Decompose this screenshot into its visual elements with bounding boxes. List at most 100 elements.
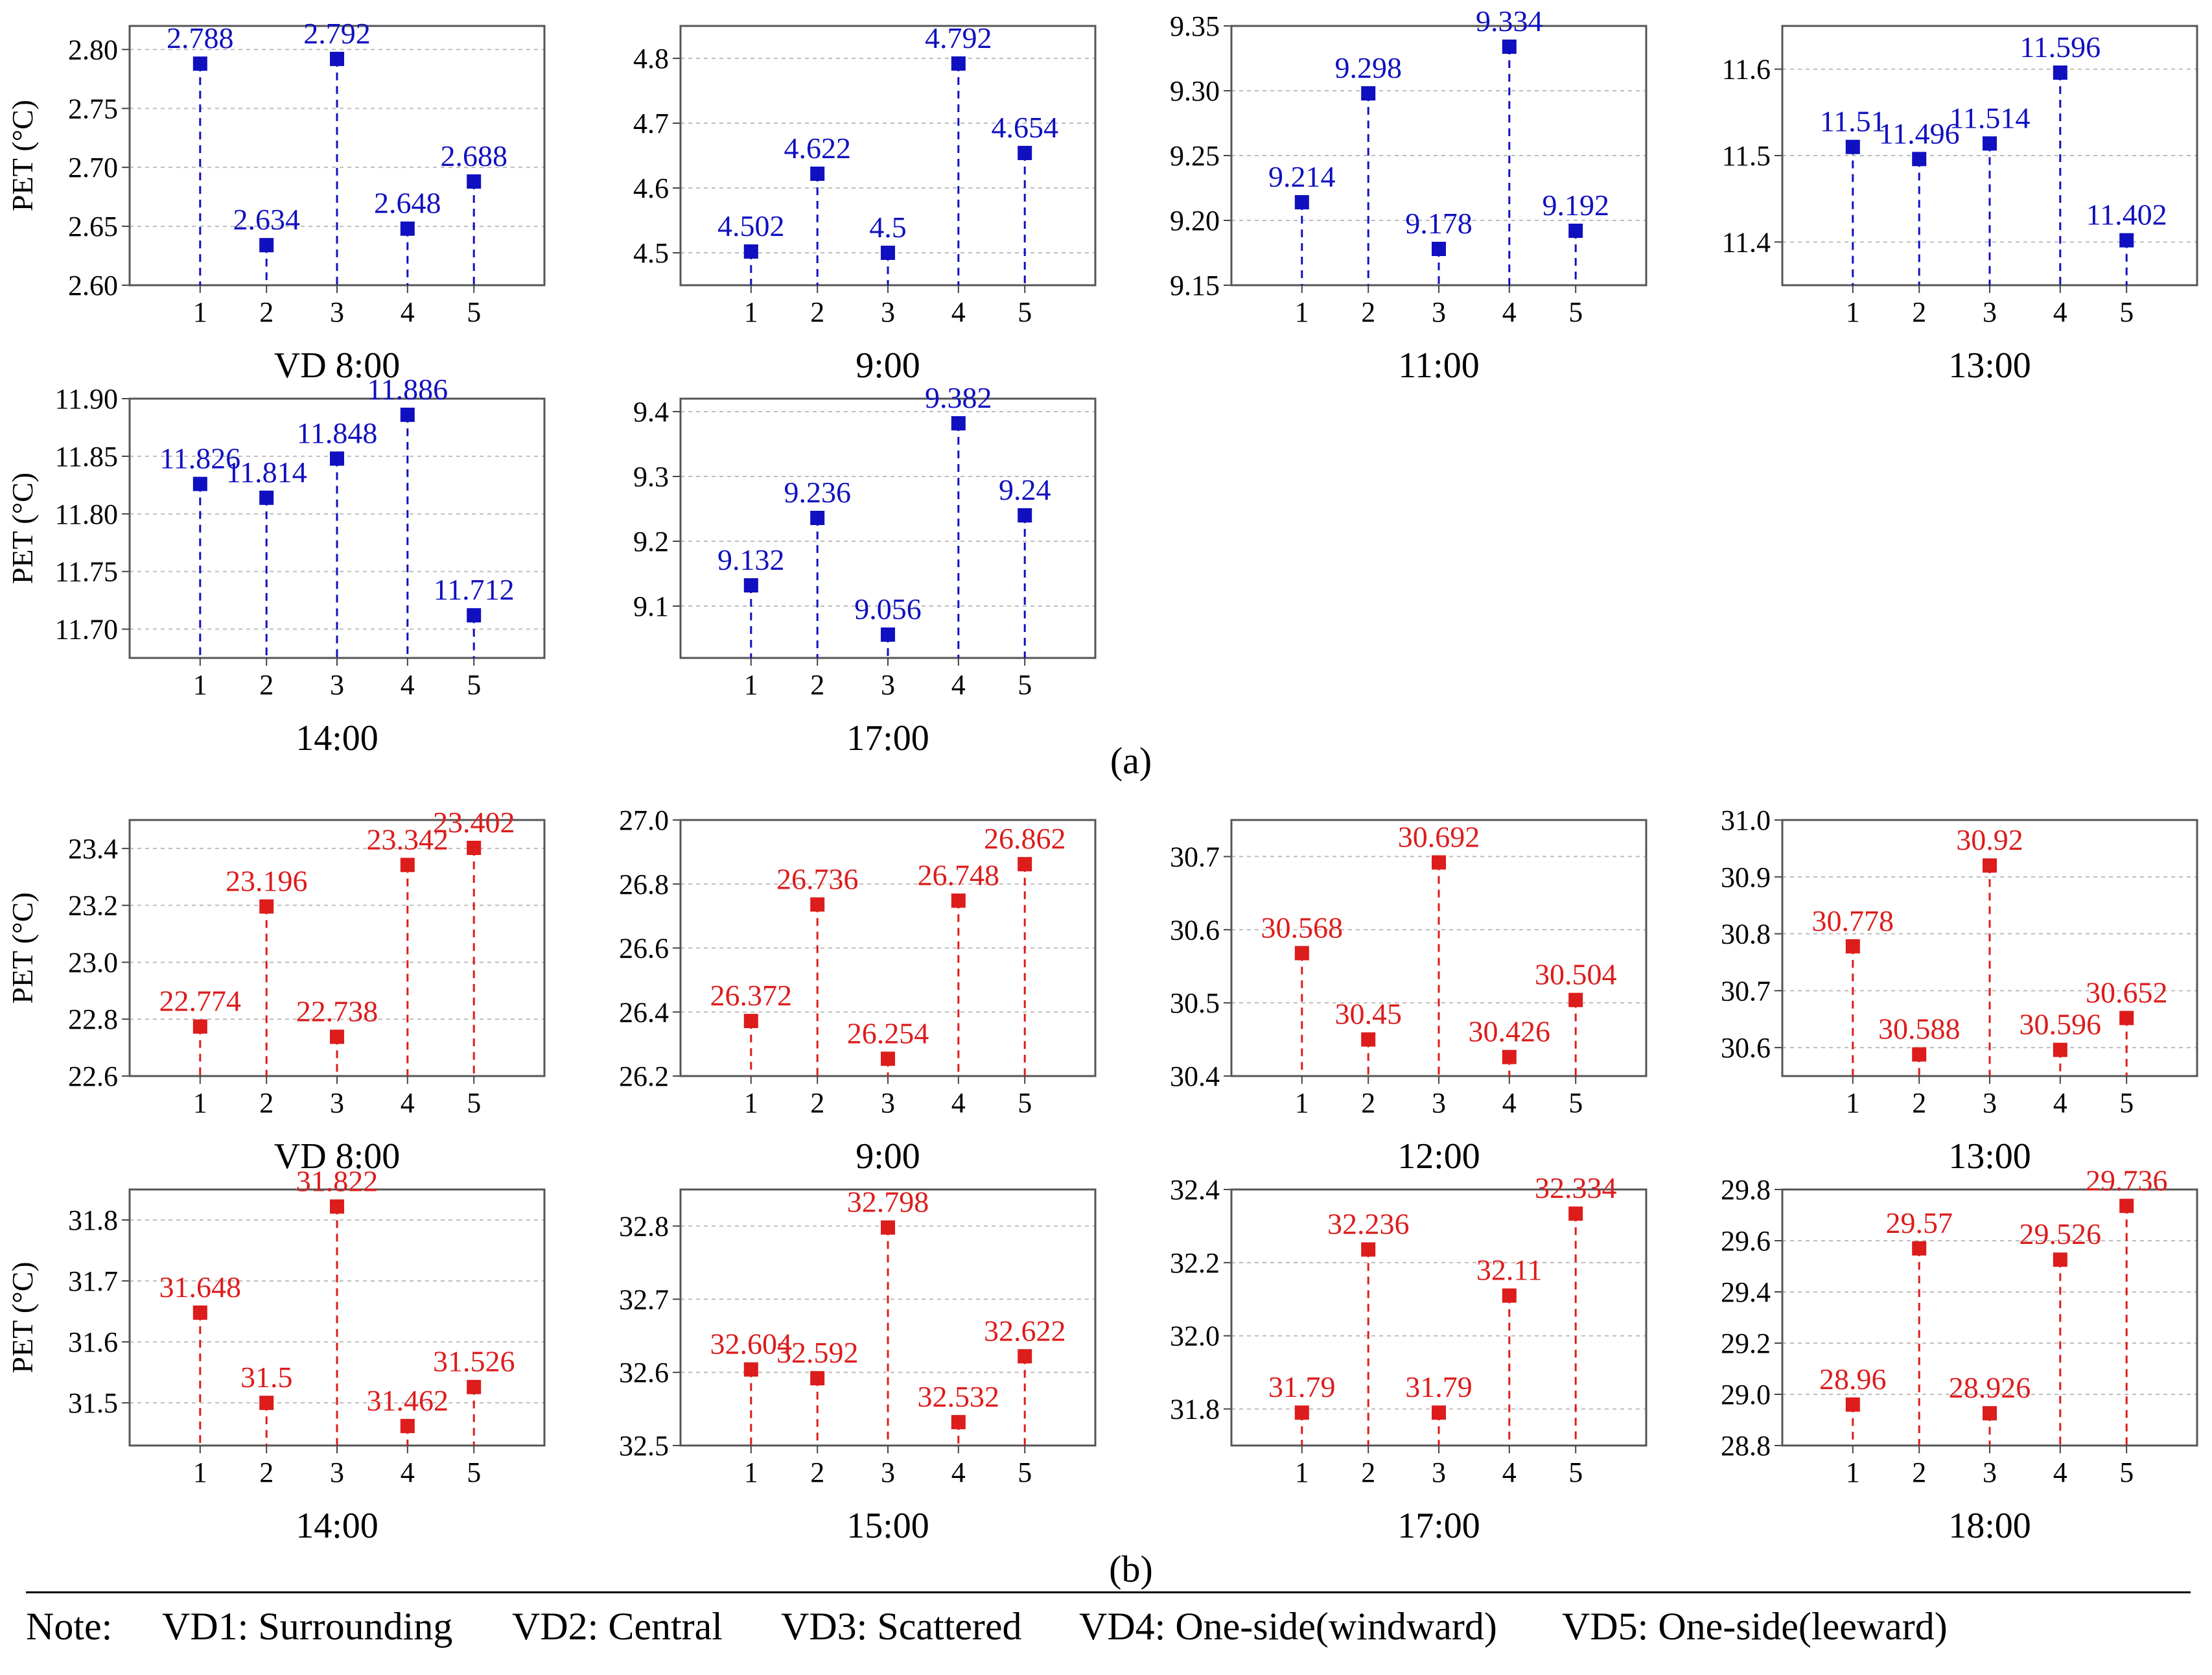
data-point — [1018, 508, 1032, 522]
panel-title: 9:00 — [856, 1136, 920, 1177]
data-label: 32.604 — [710, 1328, 793, 1361]
data-point — [259, 490, 274, 505]
data-point — [330, 1029, 344, 1044]
y-tick-label: 31.5 — [68, 1387, 118, 1419]
data-label: 9.382 — [925, 381, 992, 414]
y-tick-label: 30.6 — [1721, 1032, 1771, 1064]
data-label: 29.736 — [2086, 1164, 2168, 1197]
data-point — [330, 1199, 344, 1214]
x-tick-label: 4 — [2053, 1457, 2067, 1488]
data-point — [1294, 195, 1309, 209]
data-label: 32.11 — [1476, 1254, 1543, 1287]
data-point — [1845, 139, 1860, 154]
data-label: 31.822 — [296, 1164, 378, 1197]
note-legend: Note: VD1: Surrounding VD2: Central VD3:… — [0, 1604, 2212, 1656]
y-tick-label: 9.25 — [1170, 140, 1220, 172]
data-point — [1432, 1405, 1446, 1420]
panel-title: VD 8:00 — [274, 346, 400, 386]
data-point — [1983, 858, 1997, 873]
data-point — [400, 221, 415, 236]
x-tick-label: 5 — [1018, 296, 1032, 328]
data-label: 4.502 — [717, 209, 785, 242]
y-tick-label: 26.6 — [619, 933, 669, 965]
data-point — [881, 1220, 895, 1235]
y-tick-label: 9.3 — [633, 461, 669, 493]
y-tick-label: 22.6 — [68, 1060, 118, 1092]
x-tick-label: 2 — [259, 296, 274, 328]
data-point — [1018, 857, 1032, 872]
data-label: 31.526 — [433, 1345, 515, 1378]
chart-panel-a-5: 9.1 9.2 9.3 9.4 1 2 3 4 5 9.132 9.236 9.056 9.382 9.2… — [633, 381, 1097, 758]
x-tick-label: 5 — [467, 296, 481, 328]
data-point — [1912, 152, 1927, 167]
x-tick-label: 3 — [1983, 1087, 1997, 1119]
data-point — [951, 1414, 966, 1429]
data-point — [810, 897, 825, 912]
data-label: 2.792 — [303, 17, 371, 50]
x-tick-label: 4 — [401, 1087, 415, 1119]
y-tick-label: 32.8 — [619, 1210, 669, 1242]
x-tick-label: 3 — [1432, 296, 1446, 328]
x-tick-label: 5 — [1018, 1087, 1032, 1119]
data-label: 11.402 — [2086, 198, 2167, 231]
x-tick-label: 5 — [2119, 1457, 2134, 1488]
note-item-vd3: VD3: Scattered — [781, 1605, 1022, 1648]
x-tick-label: 1 — [1295, 1087, 1309, 1119]
chart-panel-b-7: 26.2 26.4 26.6 26.8 27.0 1 2 3 4 5 26.372 26.736 26.… — [619, 804, 1097, 1177]
data-label: 30.652 — [2086, 976, 2168, 1009]
panel-title: 18:00 — [1948, 1506, 2031, 1546]
chart-panel-b-8: 30.4 30.5 30.6 30.7 1 2 3 4 5 30.568 30.45 30.692 30… — [1170, 819, 1647, 1177]
y-tick-label: 23.4 — [68, 833, 118, 865]
data-point — [2053, 1042, 2067, 1057]
data-label: 9.24 — [999, 473, 1051, 506]
data-label: 30.596 — [2020, 1008, 2102, 1041]
panel-title: 14:00 — [296, 1506, 378, 1546]
y-tick-label: 32.4 — [1170, 1174, 1220, 1206]
x-tick-label: 3 — [881, 296, 895, 328]
data-label: 31.462 — [367, 1384, 449, 1417]
data-label: 22.774 — [159, 985, 242, 1018]
data-label: 30.504 — [1535, 958, 1617, 991]
data-point — [1845, 939, 1860, 954]
data-label: 30.778 — [1812, 904, 1894, 937]
data-point — [259, 899, 274, 914]
y-tick-label: 11.6 — [1722, 54, 1771, 86]
data-label: 2.648 — [374, 187, 441, 220]
data-point — [1294, 946, 1309, 961]
x-tick-label: 5 — [1568, 1457, 1583, 1488]
data-point — [400, 407, 415, 422]
data-label: 32.622 — [984, 1314, 1066, 1347]
data-label: 11.496 — [1879, 117, 1960, 150]
section-label-a: (a) — [1110, 740, 1152, 782]
y-tick-label: 29.6 — [1721, 1225, 1771, 1257]
data-label: 32.236 — [1327, 1208, 1410, 1241]
data-label: 26.748 — [918, 858, 1000, 891]
y-axis-title: PET (°C) — [6, 892, 39, 1003]
chart-panels: 2.60 2.65 2.70 2.75 2.80 1 2 3 4 5 2.788 2.634 2.792… — [6, 5, 2198, 1546]
y-tick-label: 26.8 — [619, 869, 669, 900]
x-tick-label: 2 — [1361, 1457, 1375, 1488]
y-tick-label: 30.9 — [1721, 861, 1771, 893]
y-tick-label: 11.85 — [55, 441, 118, 473]
data-label: 30.92 — [1956, 823, 2023, 856]
y-tick-label: 28.8 — [1721, 1430, 1771, 1462]
panel-title: 17:00 — [846, 718, 929, 758]
x-tick-label: 3 — [330, 1087, 344, 1119]
section-label-b: (b) — [1109, 1548, 1153, 1590]
data-point — [2119, 1011, 2134, 1025]
data-label: 30.45 — [1334, 998, 1402, 1031]
x-tick-label: 1 — [1846, 1457, 1860, 1488]
data-label: 23.342 — [367, 823, 449, 856]
data-label: 2.688 — [440, 139, 507, 172]
x-tick-label: 2 — [1361, 1087, 1375, 1119]
x-tick-label: 2 — [1912, 296, 1926, 328]
note-prefix: Note: — [26, 1605, 113, 1648]
data-point — [192, 1019, 207, 1034]
data-point — [1502, 1049, 1517, 1064]
y-axis-title: PET (°C) — [6, 473, 39, 584]
data-label: 11.712 — [434, 573, 515, 606]
data-label: 11.814 — [226, 456, 307, 489]
data-point — [400, 1418, 415, 1433]
